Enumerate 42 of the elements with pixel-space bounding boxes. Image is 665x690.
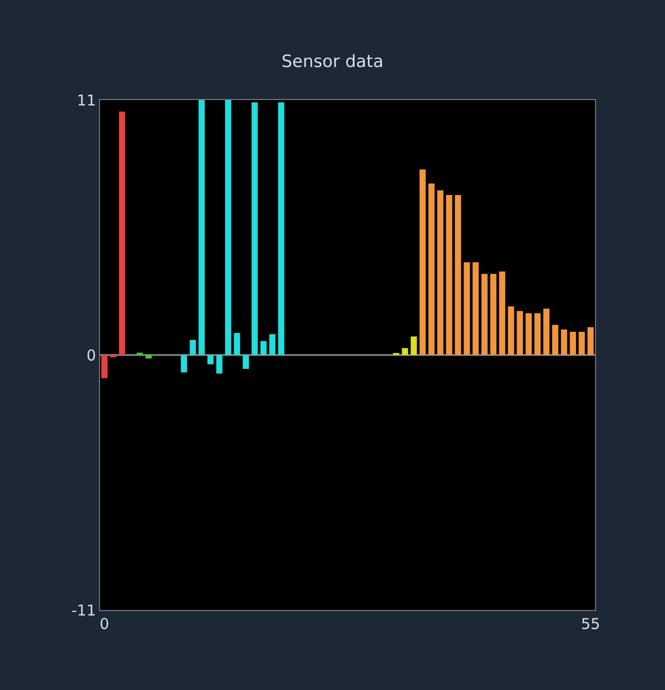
bar xyxy=(420,170,426,355)
bar xyxy=(490,274,496,355)
y-tick-label: 0 xyxy=(86,346,96,364)
bar xyxy=(578,332,585,355)
bar xyxy=(464,262,470,355)
bar xyxy=(526,313,532,355)
bar xyxy=(410,336,417,355)
bar xyxy=(570,332,576,355)
bar xyxy=(516,310,523,355)
bar xyxy=(216,355,222,374)
bar xyxy=(472,262,479,355)
bar xyxy=(534,313,541,355)
bar xyxy=(180,355,188,372)
chart-title: Sensor data xyxy=(282,52,384,72)
bar xyxy=(101,355,108,378)
bar xyxy=(543,308,550,355)
bar xyxy=(552,324,558,355)
bar xyxy=(508,306,514,355)
x-tick-label: 55 xyxy=(581,615,600,633)
bar xyxy=(278,102,284,355)
y-tick-label: -11 xyxy=(72,601,96,620)
bar xyxy=(481,274,488,355)
bar xyxy=(499,272,506,355)
bar xyxy=(234,332,240,355)
bar xyxy=(190,340,196,355)
bar xyxy=(454,195,462,355)
bar xyxy=(242,355,249,369)
bar xyxy=(198,100,205,355)
bar xyxy=(446,195,452,355)
bar xyxy=(587,327,594,355)
bar xyxy=(146,355,152,358)
bar xyxy=(260,341,267,355)
bar xyxy=(252,102,258,355)
bar xyxy=(269,334,276,355)
bar xyxy=(207,355,214,364)
bar xyxy=(225,100,232,355)
bar xyxy=(437,190,444,355)
bar xyxy=(402,348,408,355)
bar xyxy=(119,112,126,355)
y-tick-label: 11 xyxy=(76,91,96,110)
bar xyxy=(560,330,568,355)
bar xyxy=(428,183,435,355)
